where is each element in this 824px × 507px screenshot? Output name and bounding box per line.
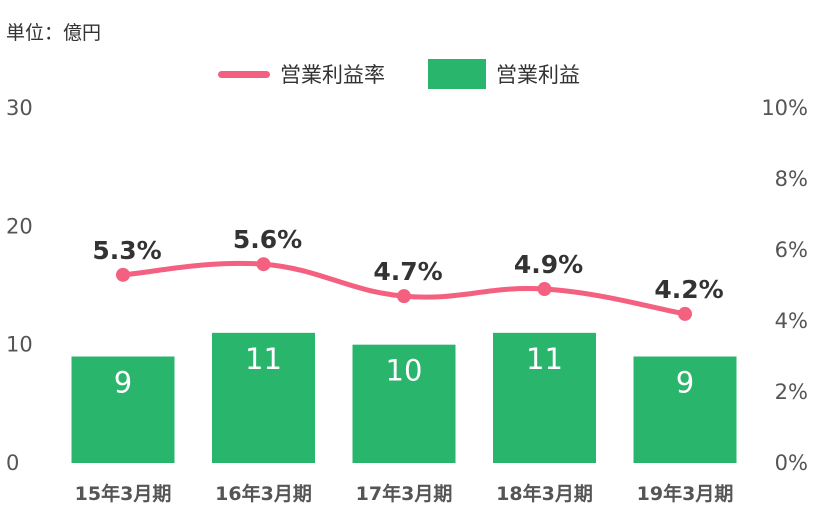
legend-bar-swatch <box>428 59 486 89</box>
y-right-tick-label: 6% <box>775 238 808 262</box>
bar-value-label: 11 <box>526 342 563 376</box>
line-value-label: 5.3% <box>92 236 161 265</box>
line-point <box>116 267 130 282</box>
bar-value-label: 9 <box>676 366 694 400</box>
unit-label: 単位：億円 <box>6 22 102 44</box>
line-value-label: 4.7% <box>373 257 442 286</box>
bar-value-label: 11 <box>245 342 282 376</box>
line-point <box>397 289 411 304</box>
line-point <box>256 257 271 272</box>
line-value-label: 4.9% <box>514 250 583 279</box>
bar <box>212 332 315 463</box>
y-left-tick-label: 20 <box>6 214 33 238</box>
y-right-tick-label: 10% <box>761 96 808 120</box>
y-left-tick-label: 30 <box>6 96 33 120</box>
bar-value-label: 10 <box>386 354 423 388</box>
line-point <box>537 282 552 297</box>
line-value-label: 5.6% <box>233 225 302 254</box>
legend-item-operating-margin: 営業利益率 <box>218 56 385 92</box>
x-tick-label: 16年3月期 <box>215 482 312 505</box>
line-point <box>678 306 692 321</box>
y-right-tick-label: 4% <box>775 309 808 333</box>
y-right-tick-label: 0% <box>775 451 808 475</box>
bar <box>493 332 596 463</box>
legend-label-operating-margin: 営業利益率 <box>280 63 385 87</box>
legend-line-swatch <box>218 70 270 78</box>
x-tick-label: 15年3月期 <box>75 482 172 505</box>
y-right-tick-label: 8% <box>775 167 808 191</box>
x-tick-label: 19年3月期 <box>637 482 734 505</box>
bar <box>71 356 175 463</box>
line-value-label: 4.2% <box>654 275 723 304</box>
legend-item-operating-profit: 営業利益 <box>428 56 580 92</box>
bar-value-label: 9 <box>114 366 132 400</box>
y-right-tick-label: 2% <box>775 380 808 404</box>
x-tick-label: 18年3月期 <box>496 482 593 505</box>
y-left-tick-label: 10 <box>6 333 33 357</box>
bar <box>352 344 456 463</box>
x-tick-label: 17年3月期 <box>356 482 453 505</box>
y-left-tick-label: 0 <box>6 451 19 475</box>
legend: 営業利益率 営業利益 <box>0 56 824 92</box>
legend-label-operating-profit: 営業利益 <box>496 63 580 87</box>
bar <box>633 356 737 463</box>
